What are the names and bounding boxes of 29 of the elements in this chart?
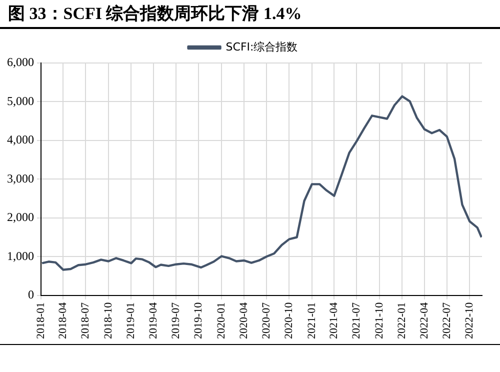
x-tick-label: 2019-10 <box>192 302 205 340</box>
x-tick-label: 2021-01 <box>306 302 318 340</box>
x-tick-label: 2020-10 <box>283 302 296 340</box>
x-tick-label: 2021-10 <box>373 302 386 340</box>
y-tick-label: 4,000 <box>7 132 34 147</box>
x-tick-label: 2018-10 <box>102 302 114 340</box>
x-tick-label: 2020-04 <box>238 302 250 340</box>
y-tick-label: 0 <box>28 287 34 302</box>
chart-title: 图 33：SCFI 综合指数周环比下滑 1.4% <box>8 3 302 25</box>
x-tick-label: 2022-07 <box>440 302 453 340</box>
x-tick-label: 2022-10 <box>464 302 476 340</box>
x-tick-label: 2019-07 <box>170 302 182 340</box>
y-tick-label: 1,000 <box>7 248 34 263</box>
x-tick-label: 2022-04 <box>418 302 430 340</box>
legend-label: SCFI:综合指数 <box>226 40 298 54</box>
y-tick-label: 3,000 <box>7 171 34 186</box>
x-tick-label: 2021-07 <box>350 302 363 340</box>
x-tick-label: 2021-04 <box>328 302 340 340</box>
y-tick-label: 6,000 <box>7 55 34 70</box>
x-tick-label: 2018-04 <box>57 302 70 340</box>
x-tick-label: 2018-07 <box>80 302 92 340</box>
x-tick-label: 2022-01 <box>396 302 408 340</box>
x-tick-label: 2020-07 <box>260 302 272 340</box>
x-tick-label: 2019-01 <box>125 302 138 340</box>
x-tick-label: 2019-04 <box>147 302 160 340</box>
x-tick-label: 2020-01 <box>215 302 228 340</box>
y-tick-label: 5,000 <box>7 94 34 108</box>
x-tick-label: 2018-01 <box>34 302 47 340</box>
y-tick-label: 2,000 <box>7 210 34 224</box>
